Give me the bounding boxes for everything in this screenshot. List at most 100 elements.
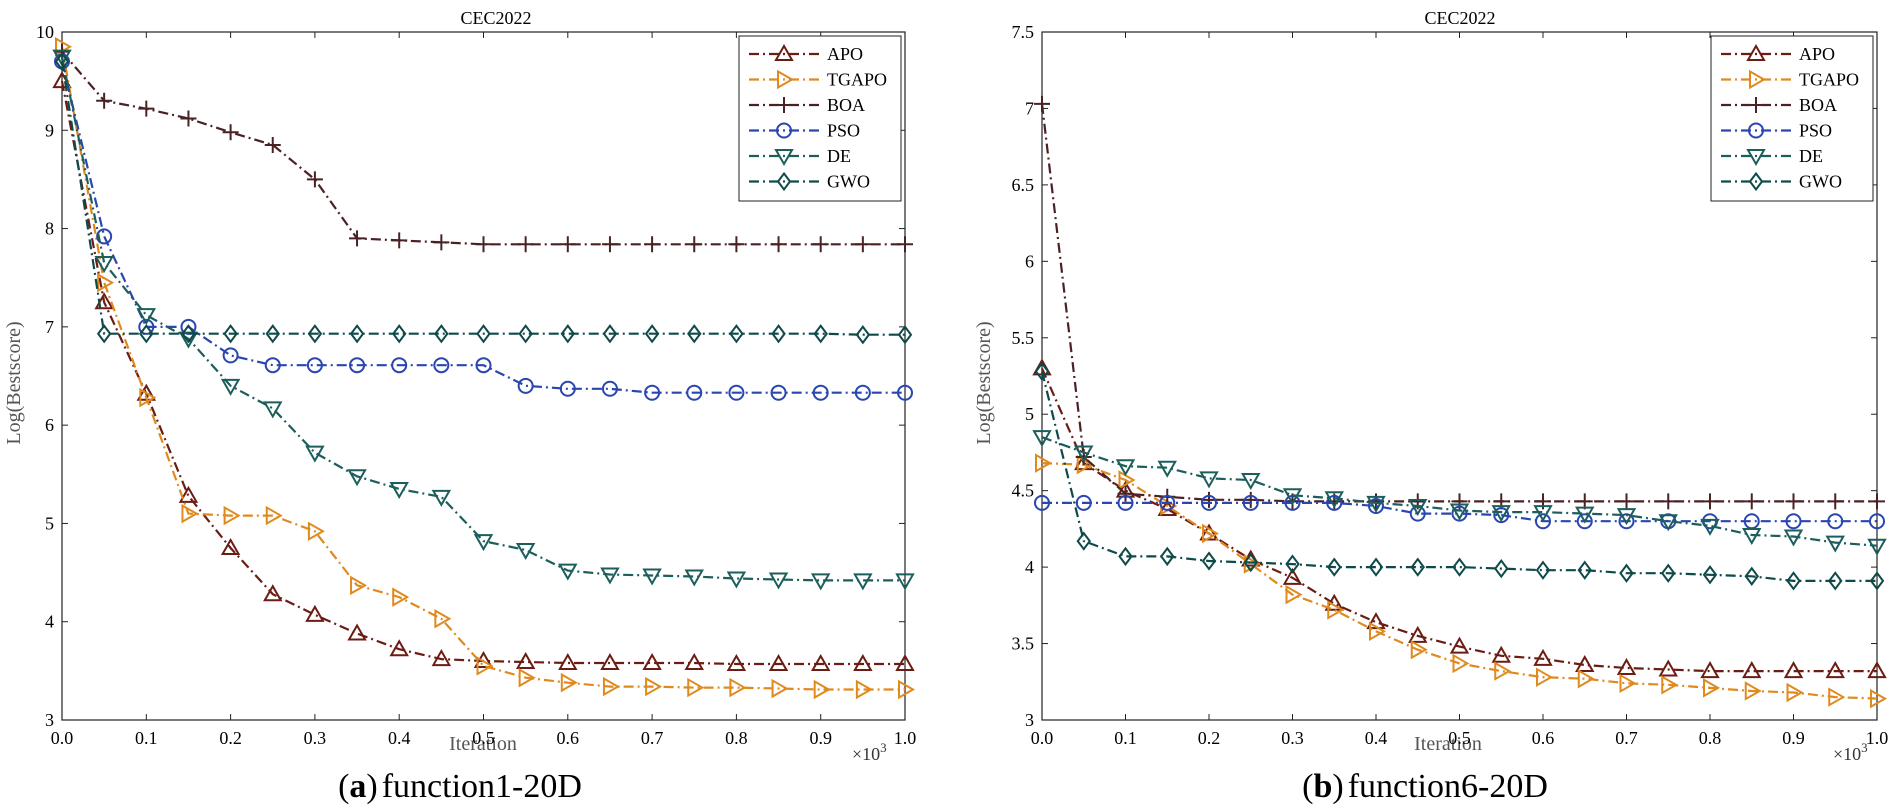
chart-a-point-gwo bbox=[518, 324, 533, 344]
chart-b-point-tgapo bbox=[1828, 687, 1846, 707]
chart-b-point-pso bbox=[1284, 494, 1301, 511]
chart-a-point-apo bbox=[515, 651, 536, 670]
chart-b-legend-box bbox=[1710, 35, 1874, 202]
chart-b-point-apo bbox=[1366, 612, 1386, 630]
chart-b-point-apo bbox=[1742, 661, 1762, 679]
chart-b-point-boa bbox=[1702, 493, 1718, 510]
chart-b-legend-item-boa: BOA bbox=[1721, 95, 1837, 115]
chart-a-ytick-label: 10 bbox=[36, 22, 54, 42]
chart-a-legend-item-boa: BOA bbox=[749, 95, 865, 115]
chart-b-legend-item-tgapo: TGAPO bbox=[1721, 70, 1859, 90]
chart-a-xtick-label: 0.4 bbox=[388, 728, 411, 748]
chart-b-point-apo bbox=[1282, 567, 1303, 585]
chart-a-legend-item-gwo: GWO bbox=[749, 172, 870, 192]
chart-b-xtick-label: 0.9 bbox=[1782, 728, 1805, 748]
chart-b-point-de bbox=[1408, 498, 1428, 516]
chart-b-point-de bbox=[1449, 503, 1470, 521]
chart-b-point-apo bbox=[1449, 636, 1470, 654]
chart-a-legend-label: DE bbox=[827, 146, 851, 166]
chart-a-point-de bbox=[810, 573, 831, 591]
chart-a-ytick-label: 4 bbox=[45, 612, 54, 632]
chart-a-point-de bbox=[768, 572, 789, 590]
chart-b-point-tgapo bbox=[1369, 621, 1387, 642]
chart-b-point-gwo bbox=[1494, 558, 1509, 579]
chart-a-legend-item-apo: APO bbox=[749, 43, 863, 64]
chart-a-point-apo bbox=[642, 652, 662, 670]
chart-b-point-boa bbox=[1618, 493, 1635, 510]
chart-b-point-tgapo bbox=[1703, 678, 1721, 698]
chart-a-xtick-label: 1.0 bbox=[894, 728, 917, 748]
chart-b-xtick-label: 0.4 bbox=[1365, 728, 1388, 748]
chart-a-point-de bbox=[853, 573, 873, 591]
chart-b-x-multiplier: ×103 bbox=[1833, 740, 1868, 764]
chart-b-point-tgapo bbox=[1870, 688, 1888, 709]
chart-b-ytick-label: 4.5 bbox=[1012, 481, 1035, 501]
chart-b-point-de bbox=[1282, 488, 1303, 506]
chart-b-point-tgapo bbox=[1577, 668, 1595, 689]
chart-a-point-boa bbox=[559, 236, 576, 253]
chart-b-point-gwo bbox=[1076, 531, 1091, 551]
chart-b-legend-label: APO bbox=[1799, 44, 1835, 64]
chart-a-legend-marker bbox=[774, 149, 794, 167]
chart-a-ytick-label: 6 bbox=[45, 415, 54, 435]
chart-b-point-pso bbox=[1451, 505, 1468, 522]
chart-b-legend-marker bbox=[1748, 122, 1764, 139]
chart-b-point-pso bbox=[1535, 513, 1551, 530]
chart-a-point-pso bbox=[601, 380, 618, 397]
chart-b-series-line-gwo bbox=[1040, 371, 1877, 583]
chart-b-series-line-apo bbox=[1040, 367, 1877, 673]
chart-a-ytick-label: 7 bbox=[45, 317, 54, 337]
chart-b-series-gwo bbox=[1034, 361, 1885, 591]
chart-b-point-gwo bbox=[1243, 552, 1258, 573]
chart-b-point-apo bbox=[1700, 661, 1720, 679]
chart-a-point-apo bbox=[768, 653, 789, 671]
chart-a-point-boa bbox=[812, 236, 829, 253]
chart-b-point-boa bbox=[1827, 493, 1844, 510]
chart-a-point-pso bbox=[264, 357, 281, 374]
chart-a-xtick-label: 0.6 bbox=[557, 728, 580, 748]
chart-b-ytick-label: 7.5 bbox=[1012, 22, 1035, 42]
chart-b-point-gwo bbox=[1661, 563, 1676, 583]
chart-b-point-pso bbox=[1159, 494, 1176, 511]
chart-a-point-gwo bbox=[96, 324, 112, 344]
chart-a-point-pso bbox=[686, 384, 703, 401]
chart-a-legend-box bbox=[738, 35, 902, 202]
chart-b-point-de bbox=[1575, 506, 1595, 524]
chart-a-point-tgapo bbox=[518, 668, 536, 688]
chart-a-legend-marker bbox=[774, 43, 794, 61]
chart-b-ytick-label: 3.5 bbox=[1012, 634, 1035, 654]
chart-a-point-de bbox=[515, 542, 536, 560]
chart-b-ytick-label: 7 bbox=[1025, 98, 1034, 118]
chart-b-xtick-label: 0.2 bbox=[1198, 728, 1221, 748]
chart-a-point-pso bbox=[96, 228, 113, 245]
chart-a-point-gwo bbox=[729, 324, 744, 344]
chart-a-legend-label: PSO bbox=[827, 121, 860, 141]
chart-b-legend-item-pso: PSO bbox=[1721, 121, 1832, 141]
chart-b-point-tgapo bbox=[1327, 600, 1345, 620]
chart-b-point-de bbox=[1115, 459, 1136, 477]
chart-a-point-gwo bbox=[560, 324, 576, 344]
chart-a-point-pso bbox=[812, 384, 829, 401]
chart-a-point-apo bbox=[347, 623, 367, 641]
chart-a-point-tgapo bbox=[97, 272, 115, 293]
chart-a-point-gwo bbox=[223, 324, 238, 344]
chart-b-point-gwo bbox=[1744, 566, 1759, 586]
chart-a-series-tgapo bbox=[55, 37, 916, 700]
chart-a-point-pso bbox=[306, 357, 323, 374]
chart-b-point-tgapo bbox=[1619, 673, 1637, 694]
chart-b-point-pso bbox=[1368, 497, 1384, 514]
chart-a-xlabel: Iteration bbox=[449, 733, 517, 755]
chart-a-point-gwo bbox=[813, 324, 828, 344]
chart-b-point-de bbox=[1783, 529, 1804, 547]
chart-b-point-apo bbox=[1783, 661, 1804, 679]
caption-b: (b) function6-20D bbox=[1302, 768, 1548, 805]
chart-a-point-de bbox=[136, 308, 157, 326]
chart-a-point-tgapo bbox=[645, 676, 663, 697]
chart-a-point-boa bbox=[897, 236, 913, 253]
chart-a-legend-marker bbox=[776, 122, 792, 139]
chart-a-plot-area: 0.0 0.1 0.2 0.3 0.4 0.5 0.6 0.7 0.8 0.9 1.0 3 4 5 6 7 8 9… bbox=[36, 22, 916, 748]
chart-b-point-tgapo bbox=[1035, 453, 1053, 473]
chart-b-point-de bbox=[1867, 538, 1887, 556]
chart-b-point-de bbox=[1366, 495, 1386, 513]
chart-a-point-pso bbox=[391, 357, 408, 374]
